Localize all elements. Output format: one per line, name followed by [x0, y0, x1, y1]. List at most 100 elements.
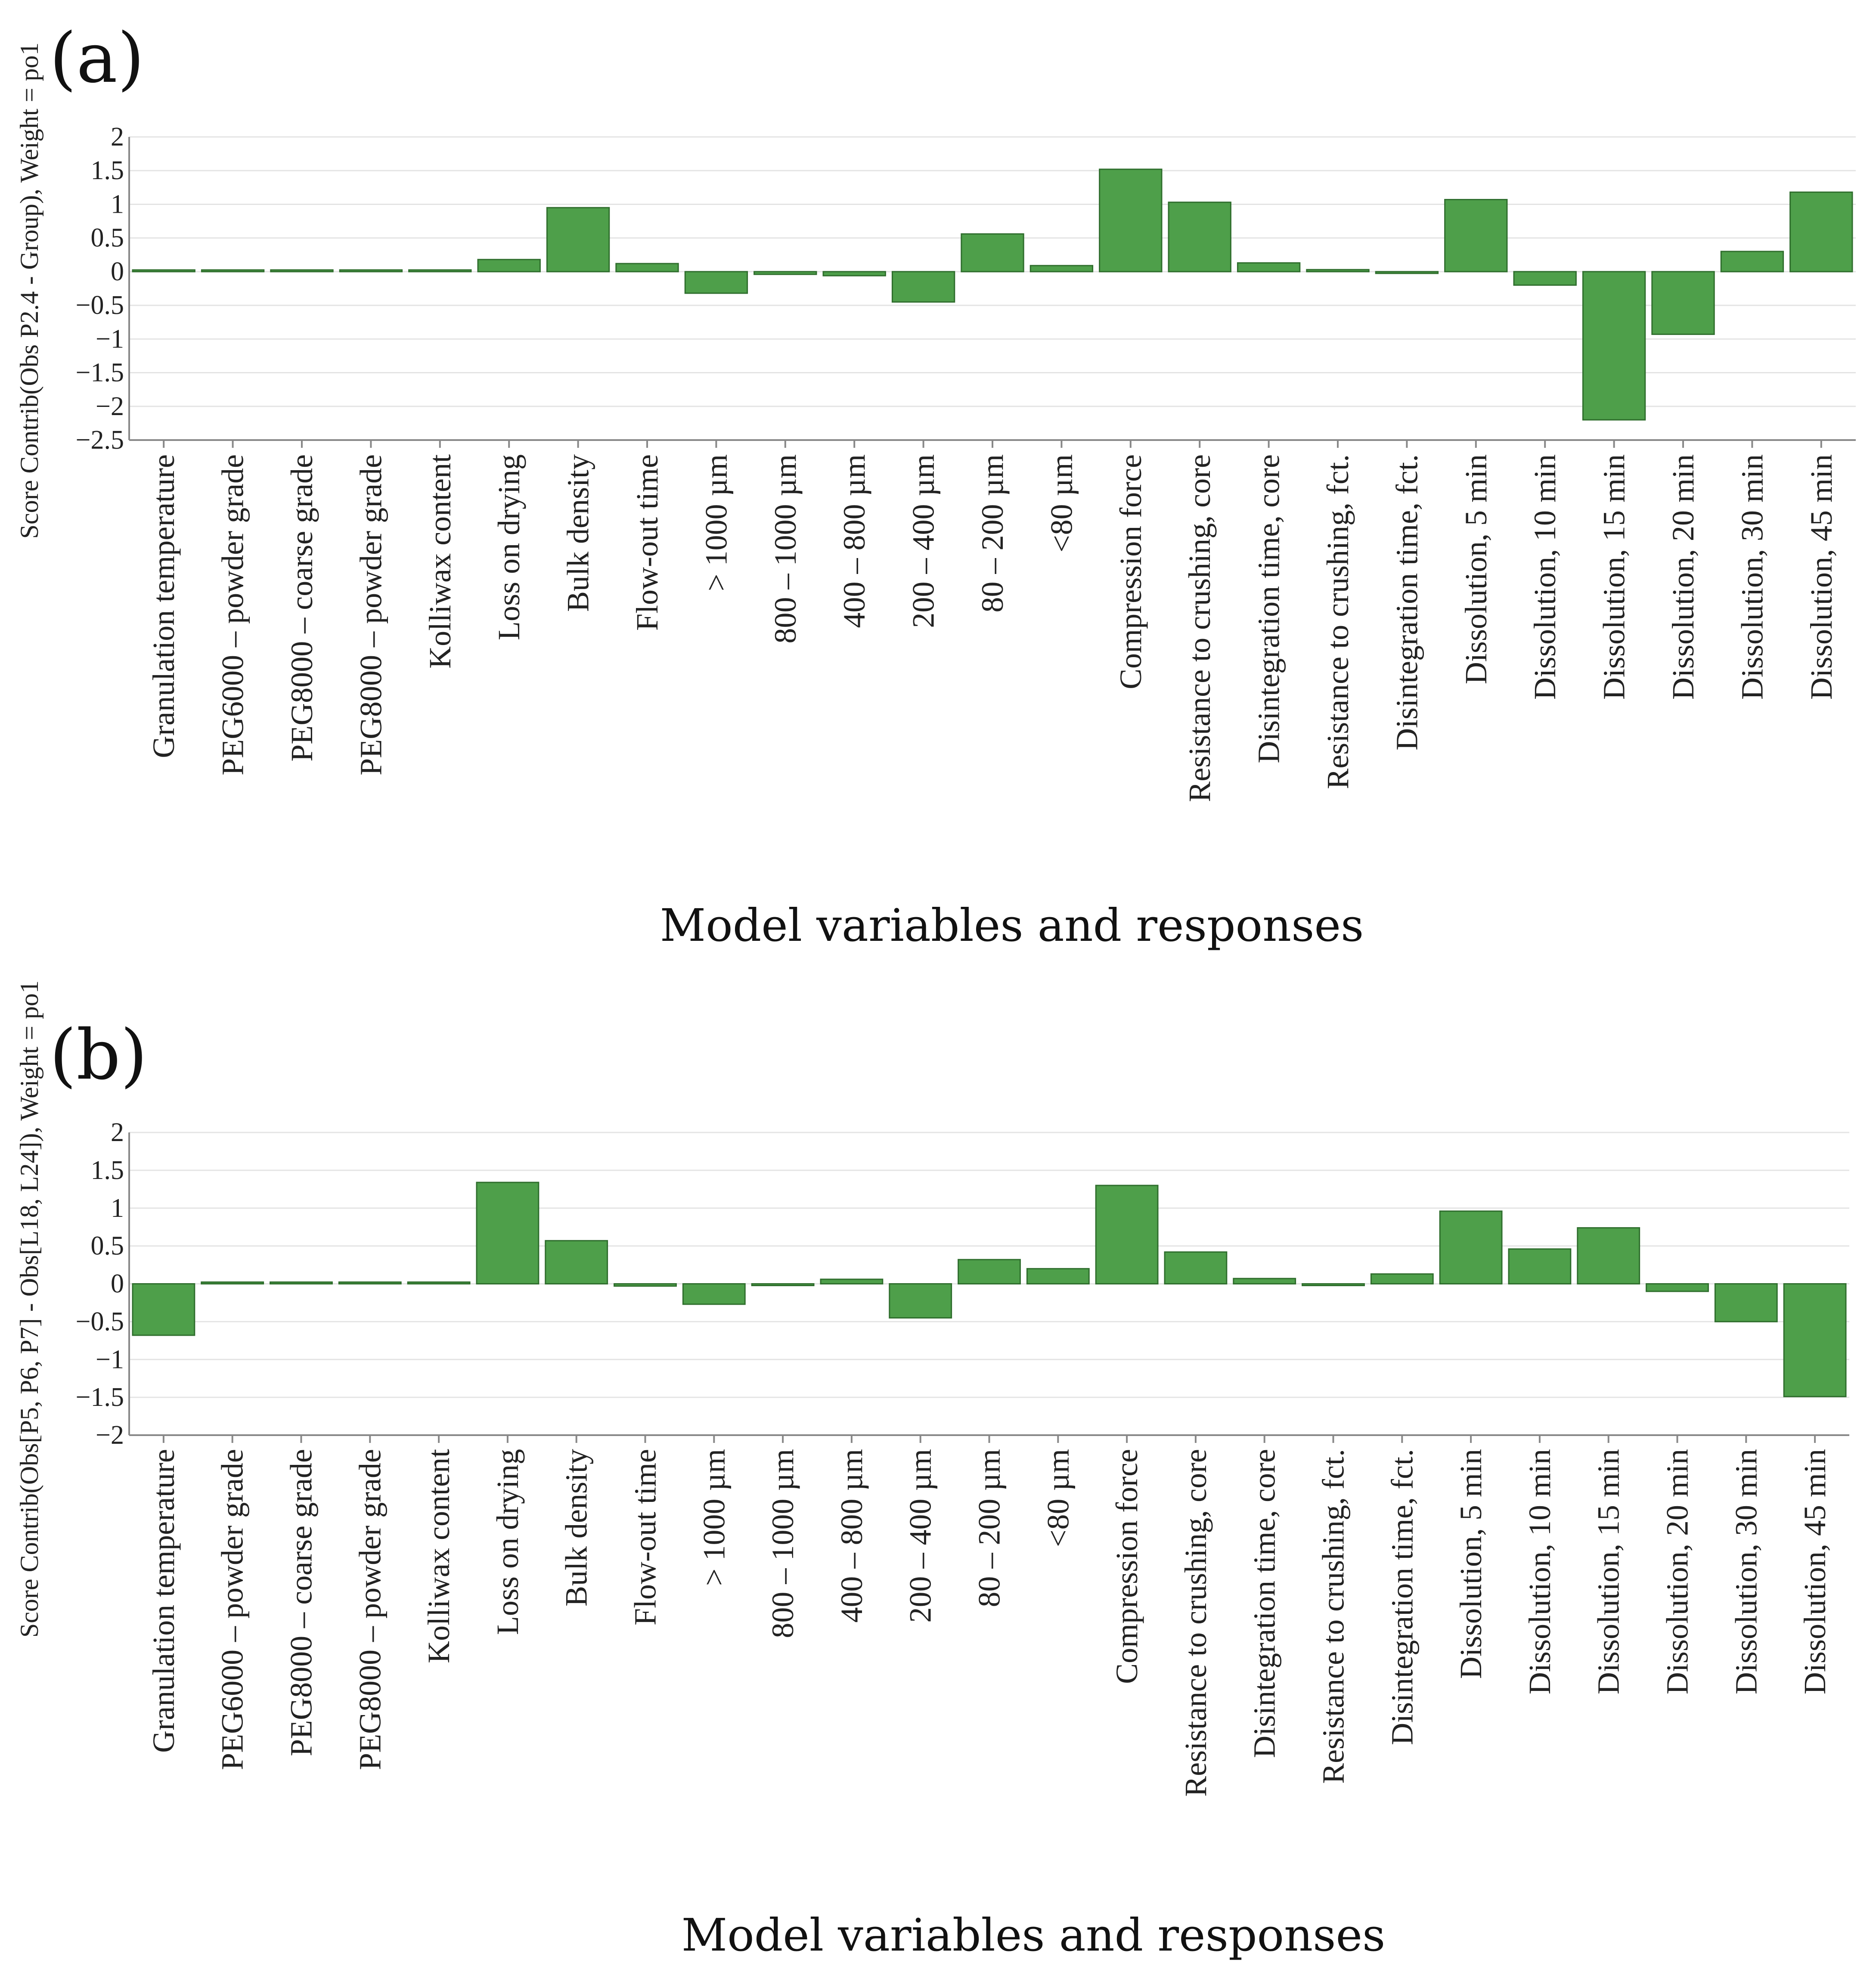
panel-b-bar — [751, 1283, 815, 1286]
panel-a-y-tick-label: 0 — [111, 257, 124, 286]
panel-a-x-axis-label: Model variables and responses — [660, 899, 1364, 952]
panel-a-x-tick-label: Disintegration time, core — [1252, 454, 1286, 763]
panel-a-bar — [1444, 199, 1508, 273]
panel-b-label: (b) — [50, 1014, 147, 1095]
panel-a-x-tick-label: Dissolution, 15 min — [1597, 454, 1631, 700]
panel-b-x-tick-label: PEG8000 – powder grade — [353, 1449, 387, 1770]
panel-a-x-tick-label: PEG8000 – coarse grade — [285, 454, 319, 762]
panel-b-bar — [889, 1283, 952, 1319]
panel-b-x-tick-label: Resistance to crushing, fct. — [1316, 1449, 1351, 1784]
panel-a-x-tick-label: Loss on drying — [492, 454, 526, 640]
panel-b-bar — [1783, 1283, 1847, 1397]
panel-a-x-tick-label: Dissolution, 10 min — [1528, 454, 1562, 700]
panel-b-x-tick-label: Granulation temperature — [146, 1449, 181, 1753]
panel-b-x-tick-label: PEG6000 – powder grade — [215, 1449, 250, 1770]
panel-a-x-tick-label: Dissolution, 20 min — [1666, 454, 1700, 700]
panel-b-x-tick-label: Dissolution, 10 min — [1523, 1449, 1557, 1694]
panel-b-y-tick-label: −0.5 — [76, 1307, 124, 1336]
panel-b-bar — [201, 1281, 264, 1284]
panel-b-bar — [682, 1283, 746, 1305]
panel-b-bar — [614, 1283, 677, 1287]
panel-a-x-tick-label: Dissolution, 30 min — [1735, 454, 1769, 700]
panel-a-y-axis-label: Score Contrib(Obs P2.4 - Group), Weight … — [15, 43, 43, 539]
panel-b-x-tick-label: Disintegration time, core — [1247, 1449, 1282, 1758]
panel-b-x-tick-label: 200 – 400 µm — [903, 1449, 938, 1623]
panel-a-x-tick-label: Bulk density — [561, 454, 595, 612]
panel-a-y-tick-label: −2 — [96, 392, 124, 421]
panel-b-bar — [476, 1182, 540, 1285]
panel-a-x-tick-label: > 1000 µm — [699, 454, 733, 591]
panel-b-y-tick-label: 1.5 — [91, 1156, 124, 1185]
panel-b-x-tick-label: Dissolution, 30 min — [1729, 1449, 1763, 1694]
panel-b-x-tick-label: Flow-out time — [628, 1449, 663, 1625]
panel-b-x-tick-label: Dissolution, 15 min — [1591, 1449, 1626, 1694]
panel-b-x-tick-label: Disintegration time, fct. — [1385, 1449, 1419, 1745]
panel-b-bar — [1646, 1283, 1709, 1292]
panel-a-bar — [1375, 271, 1439, 274]
panel-b-y-tick-label: 0 — [111, 1269, 124, 1299]
panel-a-bar — [754, 271, 817, 275]
panel-a-bar — [477, 259, 541, 273]
panel-a-y-tick-label: 1.5 — [91, 156, 124, 185]
panel-b-bar — [820, 1278, 884, 1285]
panel-a-bar — [1651, 271, 1715, 335]
panel-b-bar — [1233, 1278, 1296, 1285]
panel-b-x-tick-label: PEG8000 – coarse grade — [284, 1449, 319, 1756]
panel-b-x-tick-label: Resistance to crushing, core — [1178, 1449, 1213, 1797]
panel-b-bar — [1577, 1227, 1640, 1285]
panel-b-x-tick-label: 80 – 200 µm — [972, 1449, 1007, 1607]
panel-a-bar — [1029, 265, 1094, 273]
panel-a-bar — [1789, 191, 1853, 273]
panel-a-bar — [822, 271, 886, 276]
panel-a-bar — [1099, 168, 1163, 273]
panel-b-y-tick-label: −1 — [96, 1345, 124, 1374]
panel-a-x-tick-label: 400 – 800 µm — [837, 454, 871, 628]
panel-a-bar — [1168, 202, 1231, 273]
panel-a-y-tick-label: 0.5 — [91, 223, 124, 253]
panel-a-x-tick-label: Compression force — [1113, 454, 1148, 689]
panel-b-y-tick-label: −2 — [96, 1421, 124, 1450]
panel-a-x-tick-label: Kolliwax content — [423, 454, 457, 669]
panel-a-bar — [961, 233, 1024, 273]
panel-b-bar — [1714, 1283, 1778, 1322]
panel-a-bar — [1306, 269, 1370, 273]
panel-b-y-axis-label: Score Contrib(Obs[P5, P6, P7] - Obs[L18,… — [15, 980, 43, 1638]
panel-a-plot: 2 1.5 1 0.5 0 −0.5 −1 −1.5 −2 −2.5 Granulation tem… — [76, 122, 1856, 802]
panel-a-bar — [1582, 271, 1646, 421]
panel-b-plot: 2 1.5 1 0.5 0 −0.5 −1 −1.5 −2 Granulation tempera… — [76, 1118, 1849, 1797]
panel-a-label: (a) — [50, 18, 144, 98]
panel-a-x-tick-label: PEG8000 – powder grade — [353, 454, 388, 775]
panel-b-x-tick-label: 400 – 800 µm — [834, 1449, 869, 1623]
panel-b-y-tick-label: 2 — [111, 1118, 124, 1147]
panel-b-bar — [1439, 1210, 1503, 1285]
panel-b-bar — [1508, 1248, 1572, 1285]
panel-b-y-tick-label: −1.5 — [76, 1383, 124, 1412]
panel-a-bar — [1237, 262, 1301, 273]
panel-a-bar — [408, 269, 472, 273]
panel-b-x-tick-label: Compression force — [1110, 1449, 1144, 1684]
panel-b-bar — [338, 1281, 402, 1284]
panel-a-bar — [891, 271, 955, 303]
panel-b-bar — [132, 1283, 195, 1336]
panel-a-bar — [1720, 251, 1784, 273]
panel-a-x-tick-label: Disintegration time, fct. — [1389, 454, 1424, 751]
panel-a-bar — [201, 269, 265, 273]
panel-a-x-tick-label: Resistance to crushing, fct. — [1321, 454, 1355, 789]
panel-b-x-tick-label: Dissolution, 45 min — [1798, 1449, 1832, 1694]
panel-b-x-tick-label: Kolliwax content — [422, 1449, 456, 1663]
panel-b-bar — [958, 1259, 1021, 1285]
panel-a-x-tick-label: 80 – 200 µm — [975, 454, 1010, 613]
panel-b-x-tick-label: 800 – 1000 µm — [766, 1449, 800, 1638]
panel-a-bar — [132, 269, 195, 273]
panel-a-y-tick-label: −0.5 — [76, 291, 124, 320]
panel-b-bar — [1095, 1185, 1159, 1284]
panel-a-x-tick-label: PEG6000 – powder grade — [216, 454, 250, 775]
panel-a-x-tick-label: Granulation temperature — [146, 454, 181, 758]
panel-a-y-tick-label: 1 — [111, 189, 124, 219]
panel-b-bar — [545, 1240, 608, 1285]
panel-a-x-tick-label: Dissolution, 5 min — [1459, 454, 1493, 684]
panel-b-bar — [1302, 1283, 1365, 1286]
panel-b-bar — [270, 1281, 333, 1284]
panel-b-y-tick-label: 0.5 — [91, 1231, 124, 1261]
